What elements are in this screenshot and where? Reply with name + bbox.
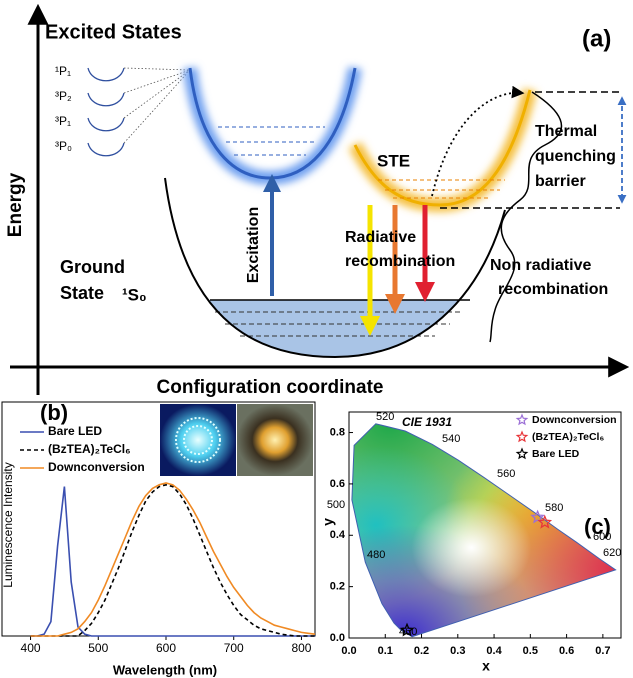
legend-label: Downconversion [532,414,617,426]
cie-gamut [351,423,617,638]
excited-curve [188,67,357,180]
excitation-label: Excitation [245,207,262,283]
photo-phosphor [237,404,313,476]
thermal-arrow [431,85,525,197]
x-tick-label: 400 [21,641,41,655]
legend-label: (BzTEA)₂TeCl₆ [532,431,604,443]
config-label: Configuration coordinate [157,377,384,398]
ground-label: State [60,283,104,303]
x-tick-label: 0.5 [523,645,538,657]
ste-glow [348,88,537,213]
y-tick-label: 0.6 [330,478,345,490]
panel-label: (a) [582,25,611,52]
photo-led [160,404,236,476]
legend-swatch [515,413,529,426]
spectrum-line [30,483,315,637]
ground-fill [160,300,505,357]
chart-title: CIE 1931 [402,415,452,429]
locus-label: 500 [327,499,345,511]
x-tick-label: 800 [291,641,311,655]
wave-curve [489,91,563,343]
energy-label: Energy [5,172,26,237]
x-tick-label: 0.0 [341,645,356,657]
spectrum-line [30,486,315,637]
barrier-label: Thermal [535,123,597,140]
y-tick-label: 0.8 [330,426,345,438]
panel-a: Energy Configuration coordinate Excited … [5,3,630,398]
non-radiative-label: Non radiative [490,257,591,274]
y-axis-label: Luminescence Intensity [1,462,15,587]
legend-label: (BzTEA)₂TeCl₆ [48,442,131,456]
y-tick-label: 0.4 [330,529,346,541]
excited-levels [218,126,325,156]
y-tick-label: 0.0 [330,632,345,644]
state-label: ³P₁ [55,114,71,128]
cie-point [530,509,545,524]
locus-label: 560 [497,468,515,480]
ste-curve [353,89,532,207]
gamut-outline [351,423,617,638]
gamut-tint [351,423,616,637]
panel-label: (c) [584,514,611,539]
ste-levels [378,179,505,199]
x-tick-label: 0.6 [559,645,574,657]
ground-curve [164,177,506,359]
x-axis-label: x [482,658,490,674]
x-tick-label: 0.3 [450,645,465,657]
x-tick-label: 0.2 [414,645,429,657]
state-links [123,67,191,144]
legend-swatch [515,430,529,443]
legend-label: Bare LED [532,448,580,460]
x-tick-label: 0.7 [595,645,610,657]
x-tick-label: 700 [224,641,244,655]
barrier-label: quenching [535,148,616,165]
state-label: ³P₂ [55,89,72,103]
ground-label: Ground [60,257,125,277]
excitation-head [263,174,281,192]
panel-label: (b) [40,400,68,425]
photo-led-rings [175,417,221,463]
excited-glow [183,66,362,186]
x-tick-label: 0.1 [378,645,393,657]
x-tick-label: 600 [156,641,176,655]
locus-label: 620 [603,547,621,559]
locus-label: 580 [545,502,563,514]
cie-point [537,514,553,529]
ste-label: STE [377,151,410,170]
x-axis-label: Wavelength (nm) [113,662,217,677]
state-label: ³P₀ [55,139,72,153]
spectrum-line [30,482,316,637]
legend-label: Downconversion [48,460,145,474]
gamut-colors [351,423,616,637]
x-tick-label: 500 [88,641,108,655]
locus-label: 600 [593,531,611,543]
legend-swatch [515,447,529,460]
y-axis-label: y [320,518,336,526]
locus-label: 480 [367,549,385,561]
y-tick-label: 0.2 [330,581,345,593]
legend-label: Bare LED [48,424,102,438]
ground-levels [215,311,460,337]
state-label: ¹P₁ [55,64,71,78]
ground-term: ¹S₀ [122,285,147,304]
radiative-label: recombination [345,253,455,270]
radiative-label: Radiative [345,229,416,246]
cie-point [399,622,415,637]
state-bowls [87,67,125,157]
non-radiative-label: recombination [498,281,608,298]
panel-c-frame [348,411,622,639]
locus-label: 540 [442,433,460,445]
emission-arrows [360,205,435,336]
barrier-label: barrier [535,173,586,190]
excited-states-title: Excited States [45,21,182,43]
locus-label: 520 [376,411,394,423]
x-tick-label: 0.4 [486,645,502,657]
